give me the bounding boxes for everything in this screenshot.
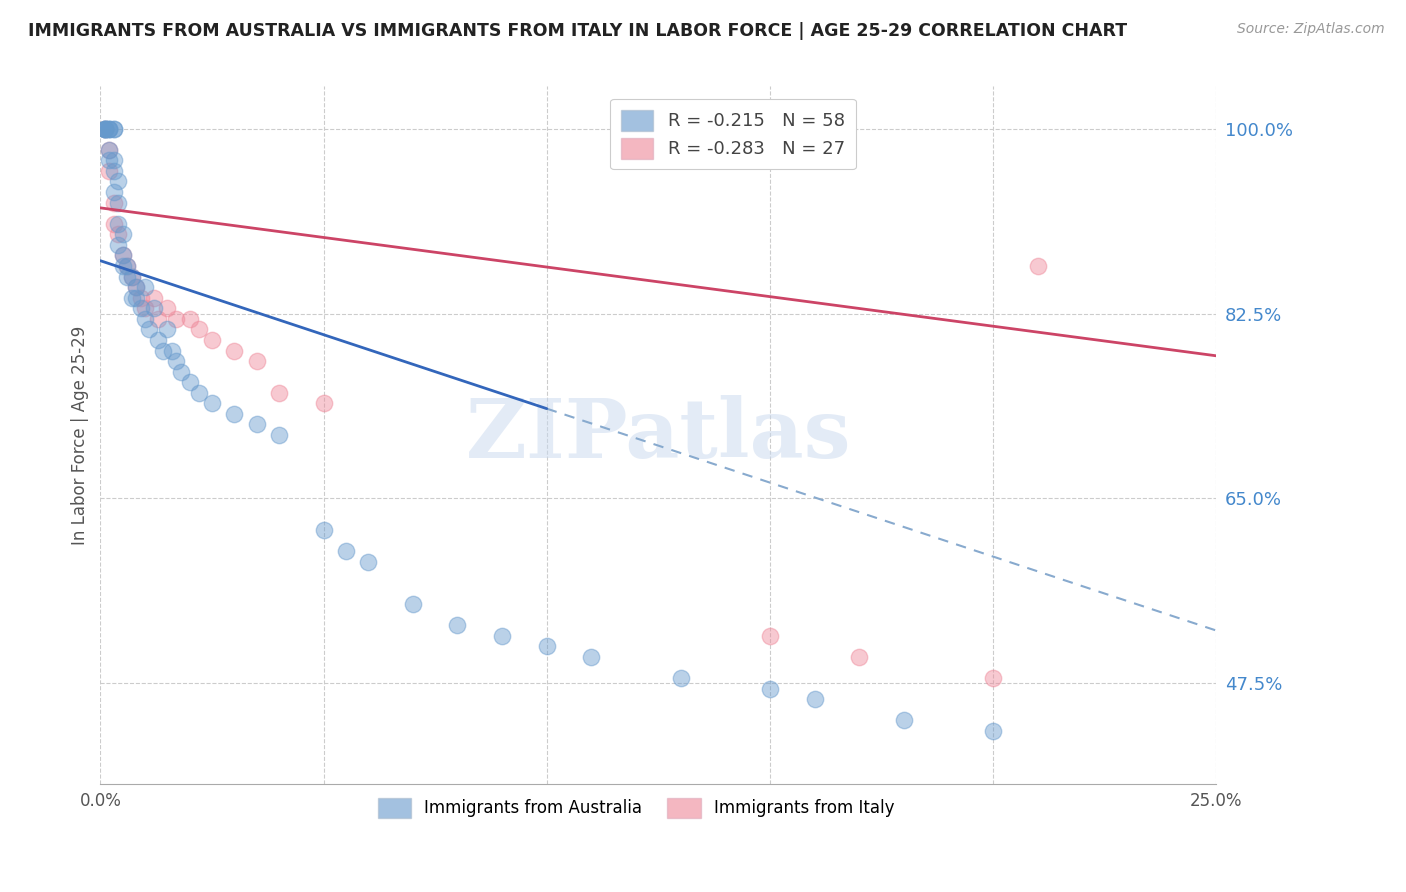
Text: Source: ZipAtlas.com: Source: ZipAtlas.com bbox=[1237, 22, 1385, 37]
Point bbox=[134, 280, 156, 294]
Point bbox=[103, 121, 125, 136]
Point bbox=[536, 640, 558, 654]
Point bbox=[98, 121, 121, 136]
Point bbox=[491, 629, 513, 643]
Point bbox=[893, 714, 915, 728]
Point bbox=[103, 164, 125, 178]
Point bbox=[402, 597, 425, 611]
Point bbox=[267, 428, 290, 442]
Point bbox=[107, 238, 129, 252]
Point bbox=[111, 248, 134, 262]
Point bbox=[134, 311, 156, 326]
Point bbox=[115, 269, 138, 284]
Point bbox=[107, 217, 129, 231]
Point bbox=[165, 354, 187, 368]
Point bbox=[94, 121, 117, 136]
Point bbox=[357, 555, 380, 569]
Point bbox=[179, 375, 201, 389]
Point bbox=[312, 396, 335, 410]
Point bbox=[94, 121, 117, 136]
Point bbox=[107, 227, 129, 242]
Point bbox=[107, 195, 129, 210]
Point bbox=[142, 301, 165, 316]
Point bbox=[111, 227, 134, 242]
Point bbox=[98, 153, 121, 168]
Point bbox=[160, 343, 183, 358]
Point bbox=[125, 280, 148, 294]
Point bbox=[669, 671, 692, 685]
Point bbox=[98, 143, 121, 157]
Point bbox=[115, 259, 138, 273]
Point bbox=[121, 291, 143, 305]
Point bbox=[759, 681, 782, 696]
Point bbox=[94, 121, 117, 136]
Point bbox=[103, 195, 125, 210]
Point bbox=[245, 354, 267, 368]
Point bbox=[111, 248, 134, 262]
Point bbox=[103, 121, 125, 136]
Text: IMMIGRANTS FROM AUSTRALIA VS IMMIGRANTS FROM ITALY IN LABOR FORCE | AGE 25-29 CO: IMMIGRANTS FROM AUSTRALIA VS IMMIGRANTS … bbox=[28, 22, 1128, 40]
Point bbox=[94, 121, 117, 136]
Point bbox=[245, 417, 267, 432]
Point bbox=[142, 291, 165, 305]
Point bbox=[335, 544, 357, 558]
Point bbox=[129, 291, 152, 305]
Point bbox=[446, 618, 468, 632]
Point bbox=[179, 311, 201, 326]
Point bbox=[129, 301, 152, 316]
Point bbox=[848, 649, 870, 664]
Point bbox=[98, 121, 121, 136]
Point bbox=[224, 343, 246, 358]
Point bbox=[115, 259, 138, 273]
Point bbox=[103, 153, 125, 168]
Point bbox=[267, 385, 290, 400]
Point bbox=[581, 649, 603, 664]
Point bbox=[138, 322, 160, 336]
Point bbox=[125, 280, 148, 294]
Point bbox=[803, 692, 825, 706]
Point bbox=[224, 407, 246, 421]
Point bbox=[103, 185, 125, 199]
Point bbox=[94, 121, 117, 136]
Point bbox=[121, 269, 143, 284]
Point bbox=[759, 629, 782, 643]
Point bbox=[981, 671, 1004, 685]
Point bbox=[103, 217, 125, 231]
Point bbox=[107, 174, 129, 188]
Legend: Immigrants from Australia, Immigrants from Italy: Immigrants from Australia, Immigrants fr… bbox=[371, 791, 901, 824]
Point bbox=[187, 322, 209, 336]
Y-axis label: In Labor Force | Age 25-29: In Labor Force | Age 25-29 bbox=[72, 326, 89, 545]
Point bbox=[187, 385, 209, 400]
Point bbox=[312, 523, 335, 537]
Point bbox=[201, 396, 224, 410]
Point bbox=[148, 333, 170, 347]
Point bbox=[98, 143, 121, 157]
Point bbox=[152, 343, 174, 358]
Point bbox=[148, 311, 170, 326]
Point bbox=[134, 301, 156, 316]
Point bbox=[98, 121, 121, 136]
Point bbox=[981, 723, 1004, 738]
Point bbox=[1026, 259, 1049, 273]
Point bbox=[111, 259, 134, 273]
Point bbox=[125, 291, 148, 305]
Point bbox=[121, 269, 143, 284]
Point bbox=[156, 301, 179, 316]
Point bbox=[94, 121, 117, 136]
Point bbox=[156, 322, 179, 336]
Text: ZIPatlas: ZIPatlas bbox=[465, 395, 851, 475]
Point bbox=[165, 311, 187, 326]
Point bbox=[98, 164, 121, 178]
Point bbox=[201, 333, 224, 347]
Point bbox=[170, 365, 193, 379]
